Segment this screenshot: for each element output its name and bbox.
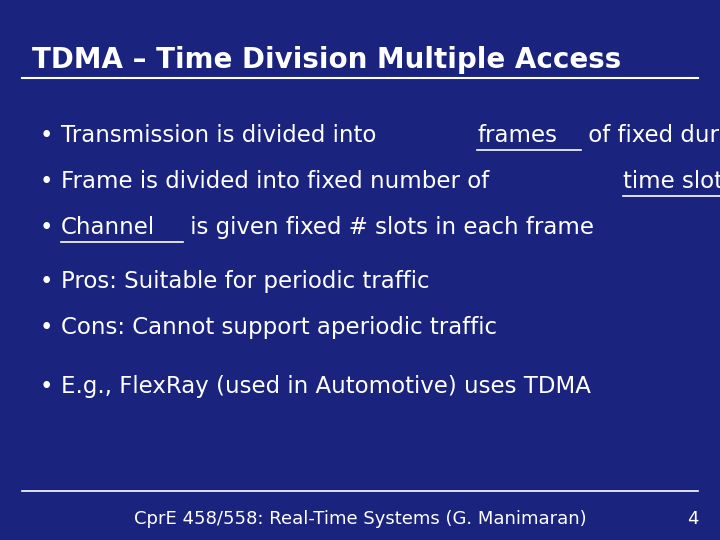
Text: TDMA – Time Division Multiple Access: TDMA – Time Division Multiple Access [32,46,621,74]
Text: E.g., FlexRay (used in Automotive) uses TDMA: E.g., FlexRay (used in Automotive) uses … [61,375,591,399]
Text: •: • [40,270,53,293]
Text: Cons: Cannot support aperiodic traffic: Cons: Cannot support aperiodic traffic [61,316,498,339]
Text: 4: 4 [687,510,698,528]
Text: Frame is divided into fixed number of: Frame is divided into fixed number of [61,170,497,193]
Text: •: • [40,216,53,239]
Text: is given fixed # slots in each frame: is given fixed # slots in each frame [183,216,594,239]
Text: •: • [40,375,53,399]
Text: frames: frames [477,124,557,147]
Text: time slots: time slots [623,170,720,193]
Text: Pros: Suitable for periodic traffic: Pros: Suitable for periodic traffic [61,270,430,293]
Text: Transmission is divided into: Transmission is divided into [61,124,384,147]
Text: of fixed duration: of fixed duration [581,124,720,147]
Text: •: • [40,124,53,147]
Text: •: • [40,316,53,339]
Text: CprE 458/558: Real-Time Systems (G. Manimaran): CprE 458/558: Real-Time Systems (G. Mani… [134,510,586,528]
Text: Channel: Channel [61,216,156,239]
Text: •: • [40,170,53,193]
